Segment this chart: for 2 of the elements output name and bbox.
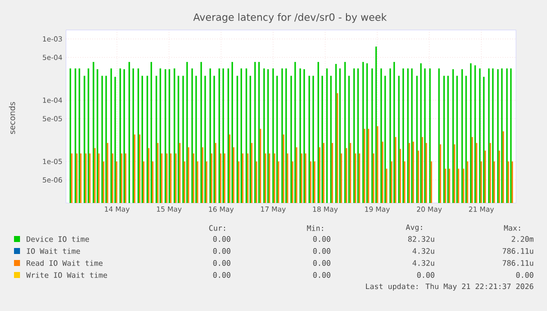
- chart-title: Average latency for /dev/sr0 - by week: [193, 13, 387, 23]
- y-axis-title: seconds: [8, 102, 16, 134]
